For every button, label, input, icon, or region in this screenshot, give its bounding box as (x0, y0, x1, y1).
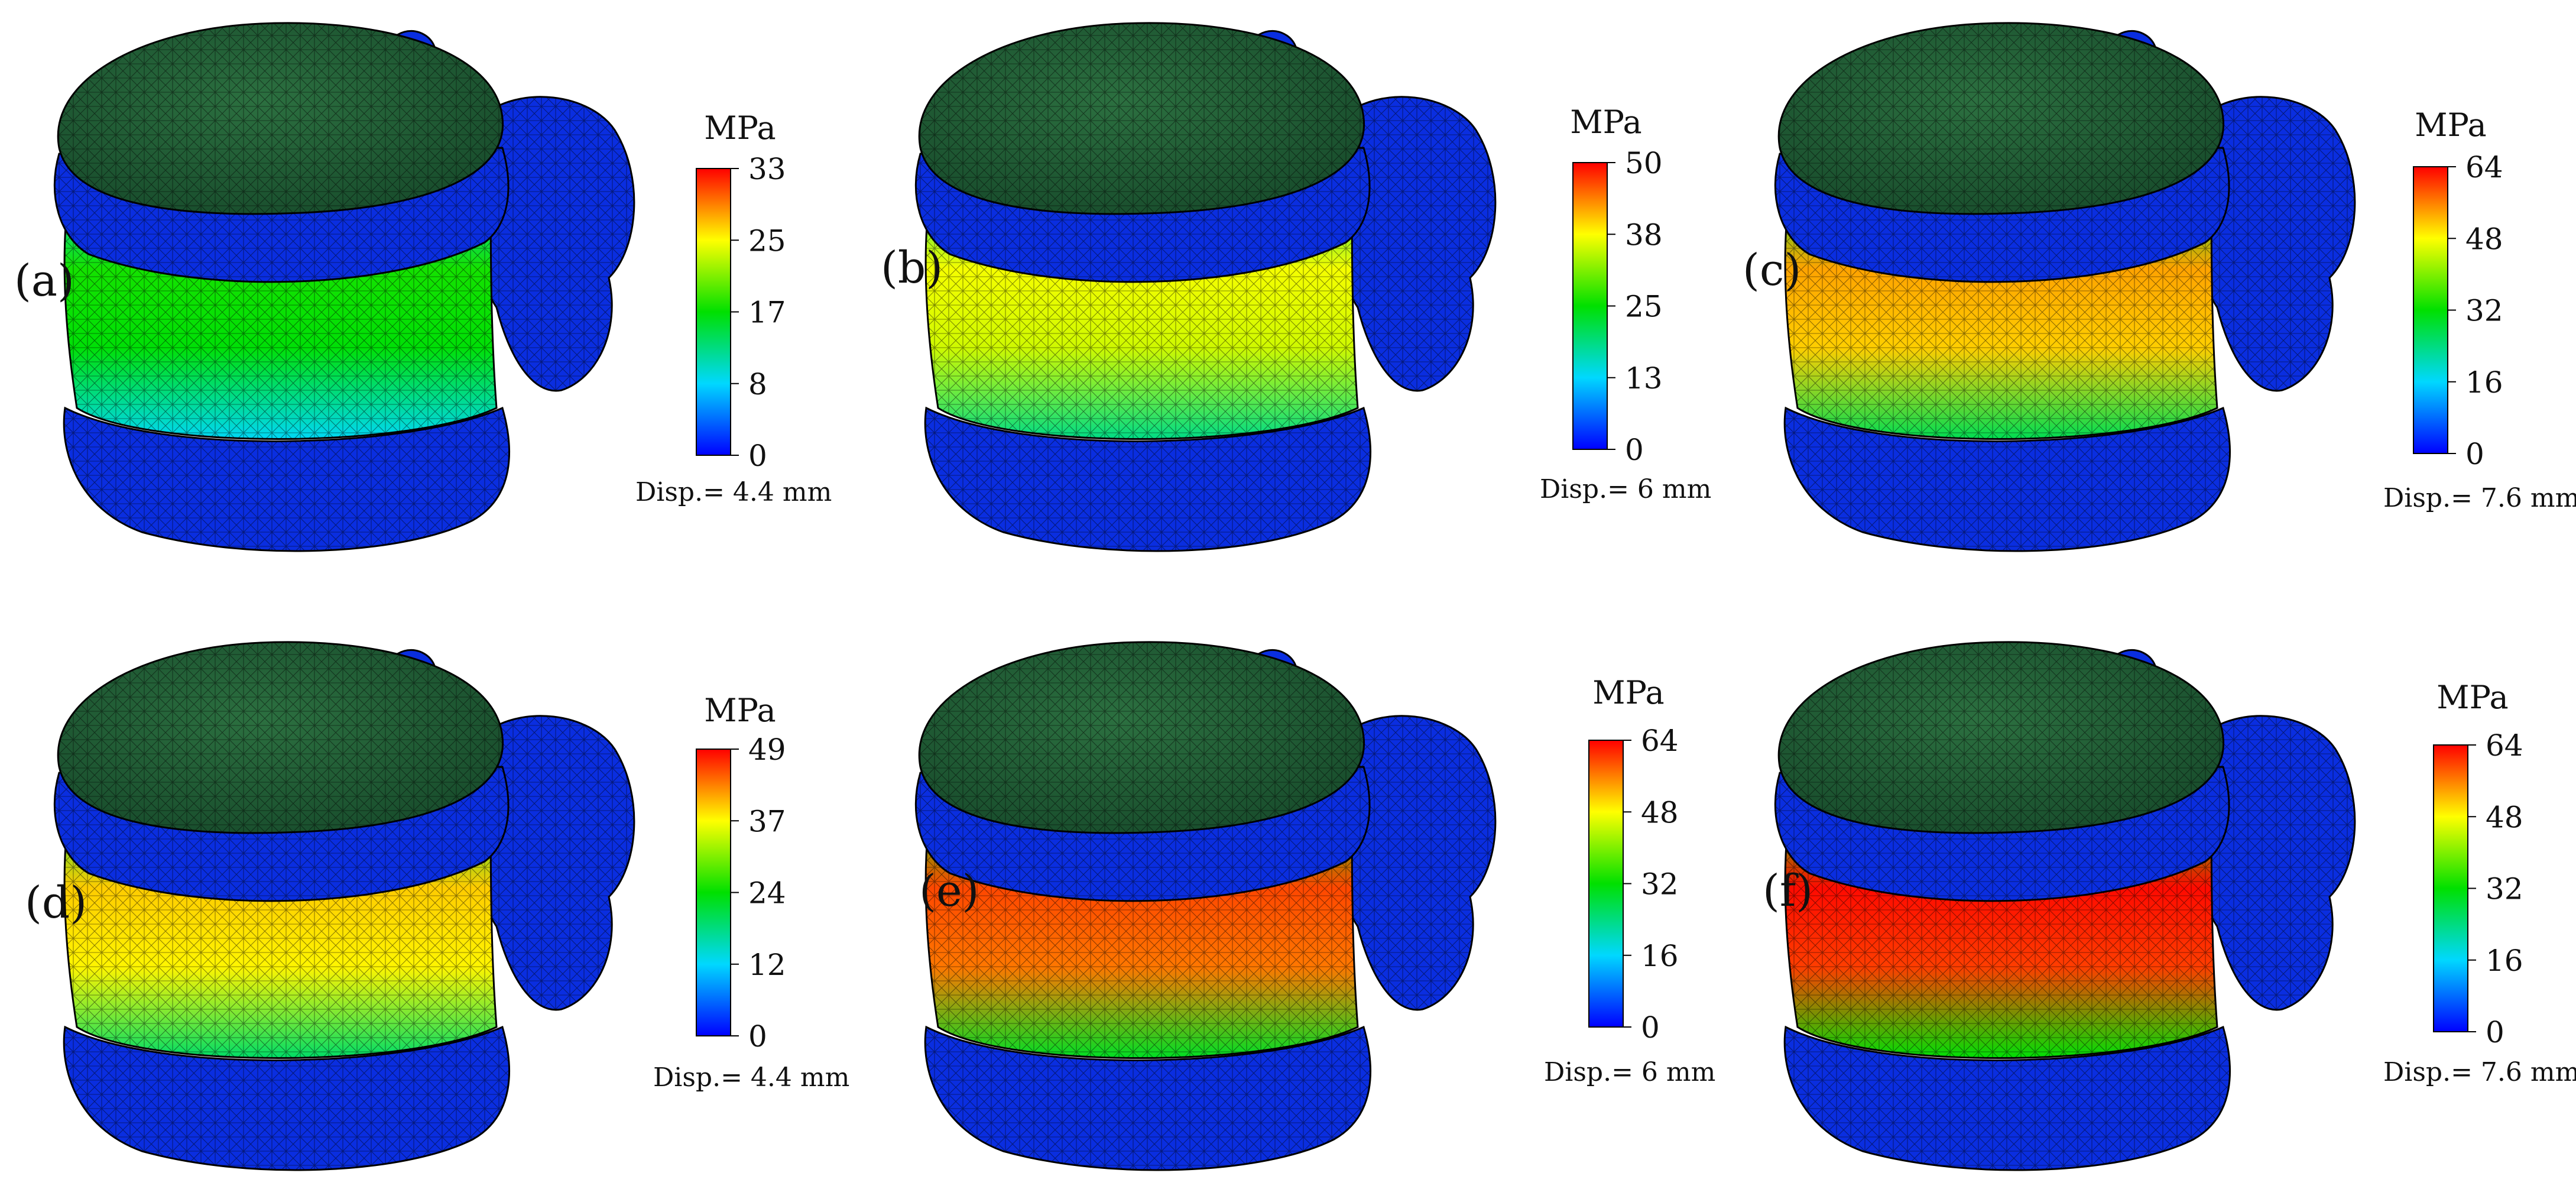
colorbar-tick-label: 0 (748, 1019, 767, 1054)
colorbar-unit: MPa (2437, 679, 2508, 716)
posterior-mesh (1331, 96, 1495, 391)
panel-a: (a) MPa 33 25 17 8 0 Disp.= 4.4 mm (14, 22, 832, 552)
colorbar-tick-label: 0 (2465, 437, 2484, 471)
posterior-mesh (1331, 715, 1495, 1010)
inferior-mesh (64, 408, 510, 552)
colorbar-tick-label: 13 (1625, 361, 1663, 396)
displacement-label: Disp.= 4.4 mm (653, 1062, 849, 1093)
colorbar-tick-label: 64 (1641, 724, 1679, 758)
inferior-mesh (925, 408, 1371, 552)
vertebra-model (53, 22, 635, 552)
colorbar-unit: MPa (1592, 674, 1664, 711)
colorbar (696, 168, 731, 456)
inferior-mesh (1785, 408, 2230, 552)
panel-b: (b) MPa 50 38 25 13 0 Disp.= 6 mm (881, 22, 1711, 552)
panel-f: (f) MPa 64 48 32 16 0 Disp.= 7.6 mm (1763, 641, 2576, 1171)
colorbar-tick-label: 32 (2465, 294, 2503, 328)
colorbar-unit: MPa (704, 109, 776, 147)
displacement-label: Disp.= 4.4 mm (635, 477, 832, 507)
colorbar-tick-label: 8 (748, 367, 767, 401)
colorbar-tick-label: 32 (1641, 867, 1679, 902)
colorbar-tick-label: 32 (2486, 872, 2523, 906)
panel-d: (d) MPa 49 37 24 12 0 Disp.= 4.4 mm (25, 641, 849, 1171)
colorbar-tick-label: 64 (2486, 728, 2523, 763)
surface-mesh (58, 642, 503, 833)
colorbar-tick-label: 49 (748, 733, 786, 767)
posterior-mesh (2191, 96, 2355, 391)
colorbar-tick-label: 16 (1641, 939, 1679, 973)
colorbar-tick-label: 16 (2486, 944, 2523, 978)
panel-label: (e) (919, 866, 979, 916)
colorbar-tick-label: 25 (748, 223, 786, 258)
vertebra-model (914, 22, 1497, 552)
surface-mesh (1779, 642, 2224, 833)
colorbar-tick-label: 33 (748, 152, 786, 186)
displacement-label: Disp.= 6 mm (1540, 474, 1711, 504)
displacement-label: Disp.= 7.6 mm (2383, 483, 2576, 513)
inferior-mesh (1785, 1027, 2230, 1171)
panel-label: (a) (14, 255, 74, 306)
displacement-label: Disp.= 6 mm (1544, 1057, 1715, 1087)
colorbar-tick-label: 0 (2486, 1015, 2504, 1049)
colorbar-tick-label: 24 (748, 876, 786, 911)
colorbar-tick-label: 12 (748, 948, 786, 982)
colorbar-tick-label: 48 (2486, 800, 2523, 834)
colorbar-tick-label: 17 (748, 296, 786, 330)
colorbar-tick-label: 0 (1625, 433, 1644, 467)
panel-c: (c) MPa 64 48 32 16 0 Disp.= 7.6 mm (1743, 22, 2576, 552)
colorbar-unit: MPa (1570, 103, 1641, 141)
panel-label: (c) (1743, 245, 1801, 296)
surface-mesh (1779, 22, 2224, 214)
colorbar-tick-label: 0 (748, 439, 767, 473)
colorbar-tick-label: 48 (2465, 222, 2503, 256)
vertebra-model (1774, 22, 2356, 552)
displacement-label: Disp.= 7.6 mm (2383, 1057, 2576, 1087)
colorbar (2413, 166, 2448, 454)
colorbar-tick-label: 64 (2465, 150, 2503, 184)
colorbar (2433, 744, 2468, 1032)
colorbar (1572, 162, 1608, 450)
surface-mesh (58, 22, 503, 214)
colorbar-unit: MPa (704, 692, 776, 729)
panel-label: (b) (881, 242, 943, 293)
inferior-mesh (64, 1027, 510, 1171)
vertebra-model (1774, 641, 2356, 1171)
surface-mesh (919, 642, 1364, 833)
vertebra-model (53, 641, 635, 1171)
colorbar-tick-label: 16 (2465, 365, 2503, 400)
posterior-mesh (2191, 715, 2355, 1010)
posterior-mesh (470, 715, 634, 1010)
inferior-mesh (925, 1027, 1371, 1171)
surface-mesh (919, 22, 1364, 214)
colorbar-tick-label: 0 (1641, 1010, 1660, 1045)
colorbar (1588, 740, 1624, 1028)
vertebra-model (914, 641, 1497, 1171)
panel-e: (e) MPa 64 48 32 16 0 Disp.= 6 mm (914, 641, 1715, 1171)
colorbar (696, 749, 731, 1036)
colorbar-tick-label: 38 (1625, 218, 1663, 252)
colorbar-tick-label: 48 (1641, 795, 1679, 830)
colorbar-tick-label: 25 (1625, 290, 1663, 324)
panel-label: (f) (1763, 866, 1813, 916)
posterior-mesh (470, 96, 634, 391)
colorbar-tick-label: 50 (1625, 146, 1663, 180)
colorbar-tick-label: 37 (748, 804, 786, 838)
panel-label: (d) (25, 877, 87, 928)
colorbar-unit: MPa (2415, 106, 2486, 144)
